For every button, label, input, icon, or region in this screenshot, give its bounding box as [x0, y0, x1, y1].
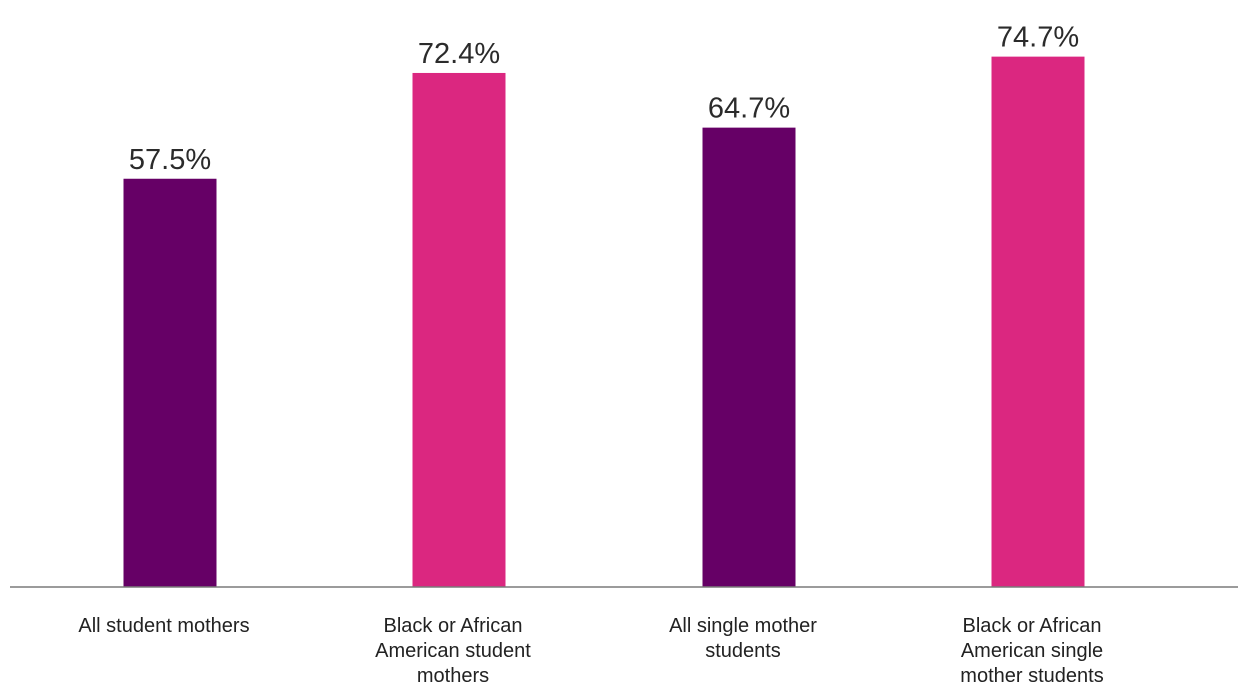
- category-labels-group: All student mothers Black or African Ameri…: [78, 615, 1103, 687]
- category-label-line: mother students: [960, 665, 1103, 687]
- category-label-line: All student mothers: [78, 615, 249, 637]
- category-label-line: students: [705, 640, 781, 662]
- bar-3: [702, 127, 796, 587]
- value-labels-group: 57.5% 72.4% 64.7% 74.7%: [129, 22, 1079, 176]
- category-label-1: All student mothers: [78, 615, 249, 637]
- bar-1: [123, 178, 217, 587]
- category-label-2: Black or African American student mothers: [375, 615, 531, 687]
- value-label-3: 64.7%: [708, 93, 790, 125]
- bar-4: [991, 56, 1085, 587]
- bars-group: [123, 56, 1085, 587]
- category-label-line: mothers: [417, 665, 489, 687]
- value-label-2: 72.4%: [418, 38, 500, 70]
- category-label-4: Black or African American single mother st…: [960, 615, 1103, 687]
- value-label-1: 57.5%: [129, 144, 211, 176]
- category-label-line: All single mother: [669, 615, 817, 637]
- category-label-line: American single: [961, 640, 1103, 662]
- value-label-4: 74.7%: [997, 22, 1079, 54]
- bar-2: [412, 72, 506, 587]
- category-label-3: All single mother students: [669, 615, 817, 662]
- category-label-line: American student: [375, 640, 531, 662]
- category-label-line: Black or African: [963, 615, 1102, 637]
- category-label-line: Black or African: [384, 615, 523, 637]
